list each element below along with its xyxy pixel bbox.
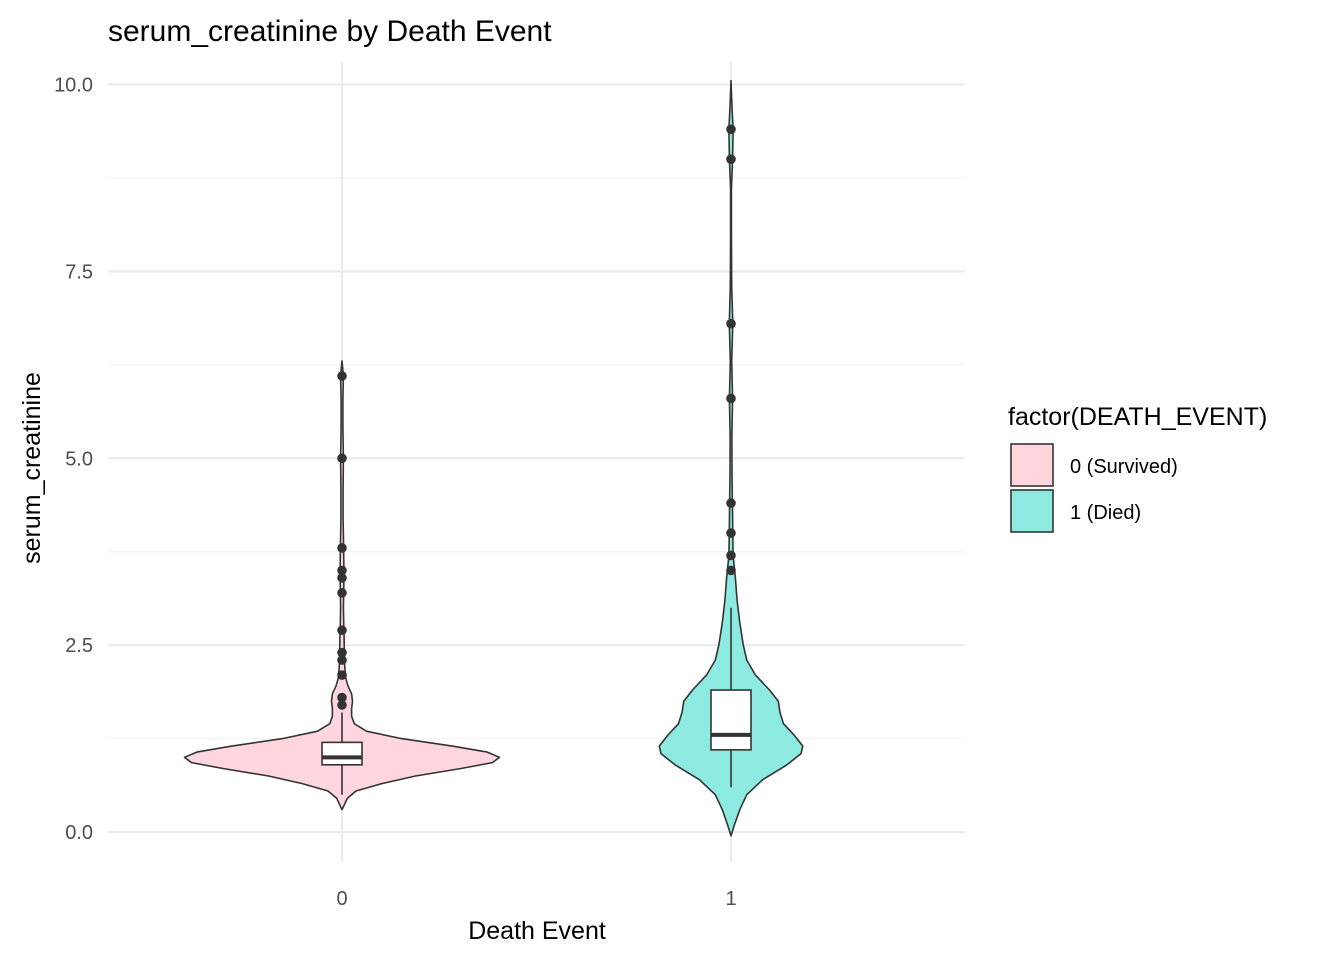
y-tick-label: 10.0: [54, 74, 93, 96]
legend-title: factor(DEATH_EVENT): [1008, 403, 1267, 431]
outlier-point: [337, 700, 347, 710]
violins: [183, 79, 804, 837]
y-tick-label: 5.0: [65, 448, 93, 470]
y-tick-label: 0.0: [65, 822, 93, 844]
legend-key-0: [1010, 443, 1054, 487]
legend: factor(DEATH_EVENT) 0 (Survived) 1 (Died): [1008, 403, 1267, 533]
outlier-point: [337, 625, 347, 636]
x-axis-title: Death Event: [468, 917, 606, 945]
outlier-point: [337, 565, 347, 576]
outlier-point: [337, 655, 347, 665]
grid: [108, 62, 965, 862]
outlier-point: [726, 124, 736, 135]
outlier-point: [726, 528, 736, 538]
boxplot-box: [710, 689, 752, 751]
x-tick-label: 1: [725, 888, 736, 910]
outlier-point: [726, 498, 736, 508]
outlier-point: [337, 670, 347, 680]
outlier-point: [726, 154, 736, 164]
x-tick-label: 0: [336, 888, 347, 910]
outlier-point: [726, 550, 736, 561]
violin-0: [183, 360, 501, 811]
legend-key-1: [1010, 489, 1054, 533]
outlier-point: [726, 393, 736, 404]
axis-ticks: 0.0 2.5 5.0 7.5 10.0 0 1: [54, 74, 737, 910]
outlier-point: [337, 371, 347, 381]
outlier-point: [337, 543, 347, 553]
outlier-point: [337, 453, 347, 464]
violin-1: [658, 79, 804, 837]
outlier-point: [726, 565, 736, 576]
chart-title: serum_creatinine by Death Event: [108, 15, 552, 48]
boxplot-box: [321, 741, 363, 766]
outlier-point: [337, 647, 347, 658]
legend-label: 1 (Died): [1070, 502, 1141, 524]
legend-label: 0 (Survived): [1070, 456, 1178, 478]
outlier-point: [726, 318, 736, 329]
outlier-point: [337, 573, 347, 583]
outlier-point: [337, 588, 347, 598]
y-tick-label: 7.5: [65, 261, 93, 283]
y-axis-title: serum_creatinine: [18, 372, 46, 564]
y-tick-label: 2.5: [65, 635, 93, 657]
outlier-point: [337, 692, 347, 703]
